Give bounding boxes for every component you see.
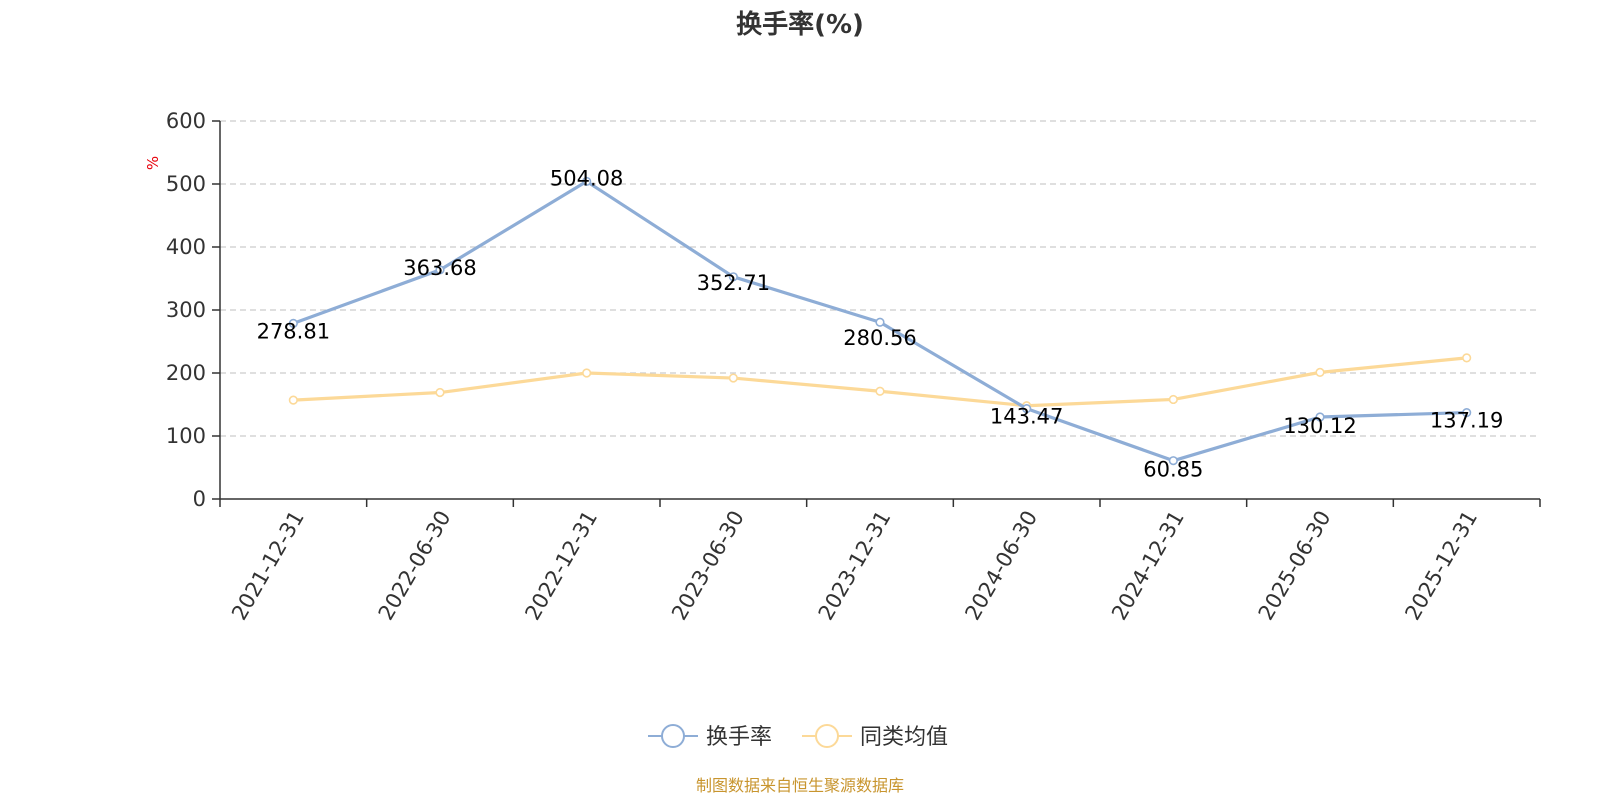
legend[interactable]: 换手率 同类均值 bbox=[648, 724, 948, 750]
data-point bbox=[728, 373, 738, 383]
data-label: 60.85 bbox=[1143, 458, 1203, 482]
data-label: 137.19 bbox=[1430, 409, 1503, 433]
data-point bbox=[288, 395, 298, 405]
data-point bbox=[728, 272, 738, 282]
data-label: 363.68 bbox=[403, 256, 476, 280]
x-tick-label: 2025-06-30 bbox=[1254, 507, 1336, 625]
data-label: 130.12 bbox=[1283, 414, 1356, 438]
y-tick-label: 300 bbox=[166, 298, 206, 322]
y-tick-label: 500 bbox=[166, 172, 206, 196]
data-label: 352.71 bbox=[697, 271, 770, 295]
y-tick-label: 400 bbox=[166, 235, 206, 259]
data-point bbox=[1462, 407, 1472, 418]
y-axis-unit-label: % bbox=[144, 156, 162, 170]
data-labels: 278.81 363.68 504.08 352.71 280.56 143.47 60.8… bbox=[257, 166, 1504, 481]
x-tick-label: 2023-06-30 bbox=[667, 507, 749, 625]
x-tick-label: 2024-06-30 bbox=[960, 507, 1042, 625]
x-tick-label: 2021-12-31 bbox=[227, 507, 309, 625]
data-point bbox=[1168, 394, 1178, 405]
data-label: 280.56 bbox=[843, 326, 916, 350]
x-tick-label: 2023-12-31 bbox=[814, 507, 896, 625]
x-tick-label: 2025-12-31 bbox=[1400, 507, 1482, 625]
axes bbox=[219, 121, 1541, 507]
x-tick-label: 2022-12-31 bbox=[520, 507, 602, 625]
data-point bbox=[1462, 353, 1472, 363]
legend-label: 同类均值 bbox=[860, 725, 948, 750]
legend-marker-icon bbox=[815, 724, 839, 748]
data-point bbox=[875, 317, 885, 327]
data-label: 278.81 bbox=[257, 319, 330, 343]
grid-lines bbox=[212, 120, 1540, 500]
legend-marker-icon bbox=[661, 724, 685, 748]
data-point bbox=[582, 176, 592, 187]
x-tick-label: 2022-06-30 bbox=[374, 507, 456, 625]
legend-item-1[interactable]: 同类均值 bbox=[802, 724, 948, 750]
data-point bbox=[435, 265, 445, 275]
data-point bbox=[875, 386, 885, 396]
series-line-1 bbox=[293, 356, 1467, 408]
x-tick-labels: 2021-12-31 2022-06-30 2022-12-31 2023-06-30… bbox=[227, 507, 1482, 625]
data-point bbox=[1315, 367, 1325, 377]
data-point bbox=[1315, 412, 1325, 422]
data-point bbox=[1022, 404, 1032, 414]
legend-item-0[interactable]: 换手率 bbox=[648, 724, 772, 750]
legend-label: 换手率 bbox=[706, 725, 772, 750]
y-tick-label: 600 bbox=[166, 109, 206, 133]
data-point bbox=[288, 318, 298, 328]
y-tick-label: 100 bbox=[166, 424, 206, 448]
data-point bbox=[1168, 456, 1178, 466]
y-tick-label: 200 bbox=[166, 361, 206, 385]
data-point bbox=[435, 387, 445, 398]
data-label: 143.47 bbox=[990, 405, 1063, 429]
y-tick-label: 0 bbox=[193, 487, 206, 511]
data-source-note: 制图数据来自恒生聚源数据库 bbox=[696, 776, 904, 795]
series-lines bbox=[288, 176, 1472, 466]
y-tick-labels: 0 100 200 300 400 500 600 bbox=[166, 109, 206, 511]
data-label: 504.08 bbox=[550, 166, 623, 190]
chart-title: 换手率(%) bbox=[736, 9, 864, 40]
x-tick-label: 2024-12-31 bbox=[1107, 507, 1189, 625]
data-point bbox=[582, 368, 592, 378]
